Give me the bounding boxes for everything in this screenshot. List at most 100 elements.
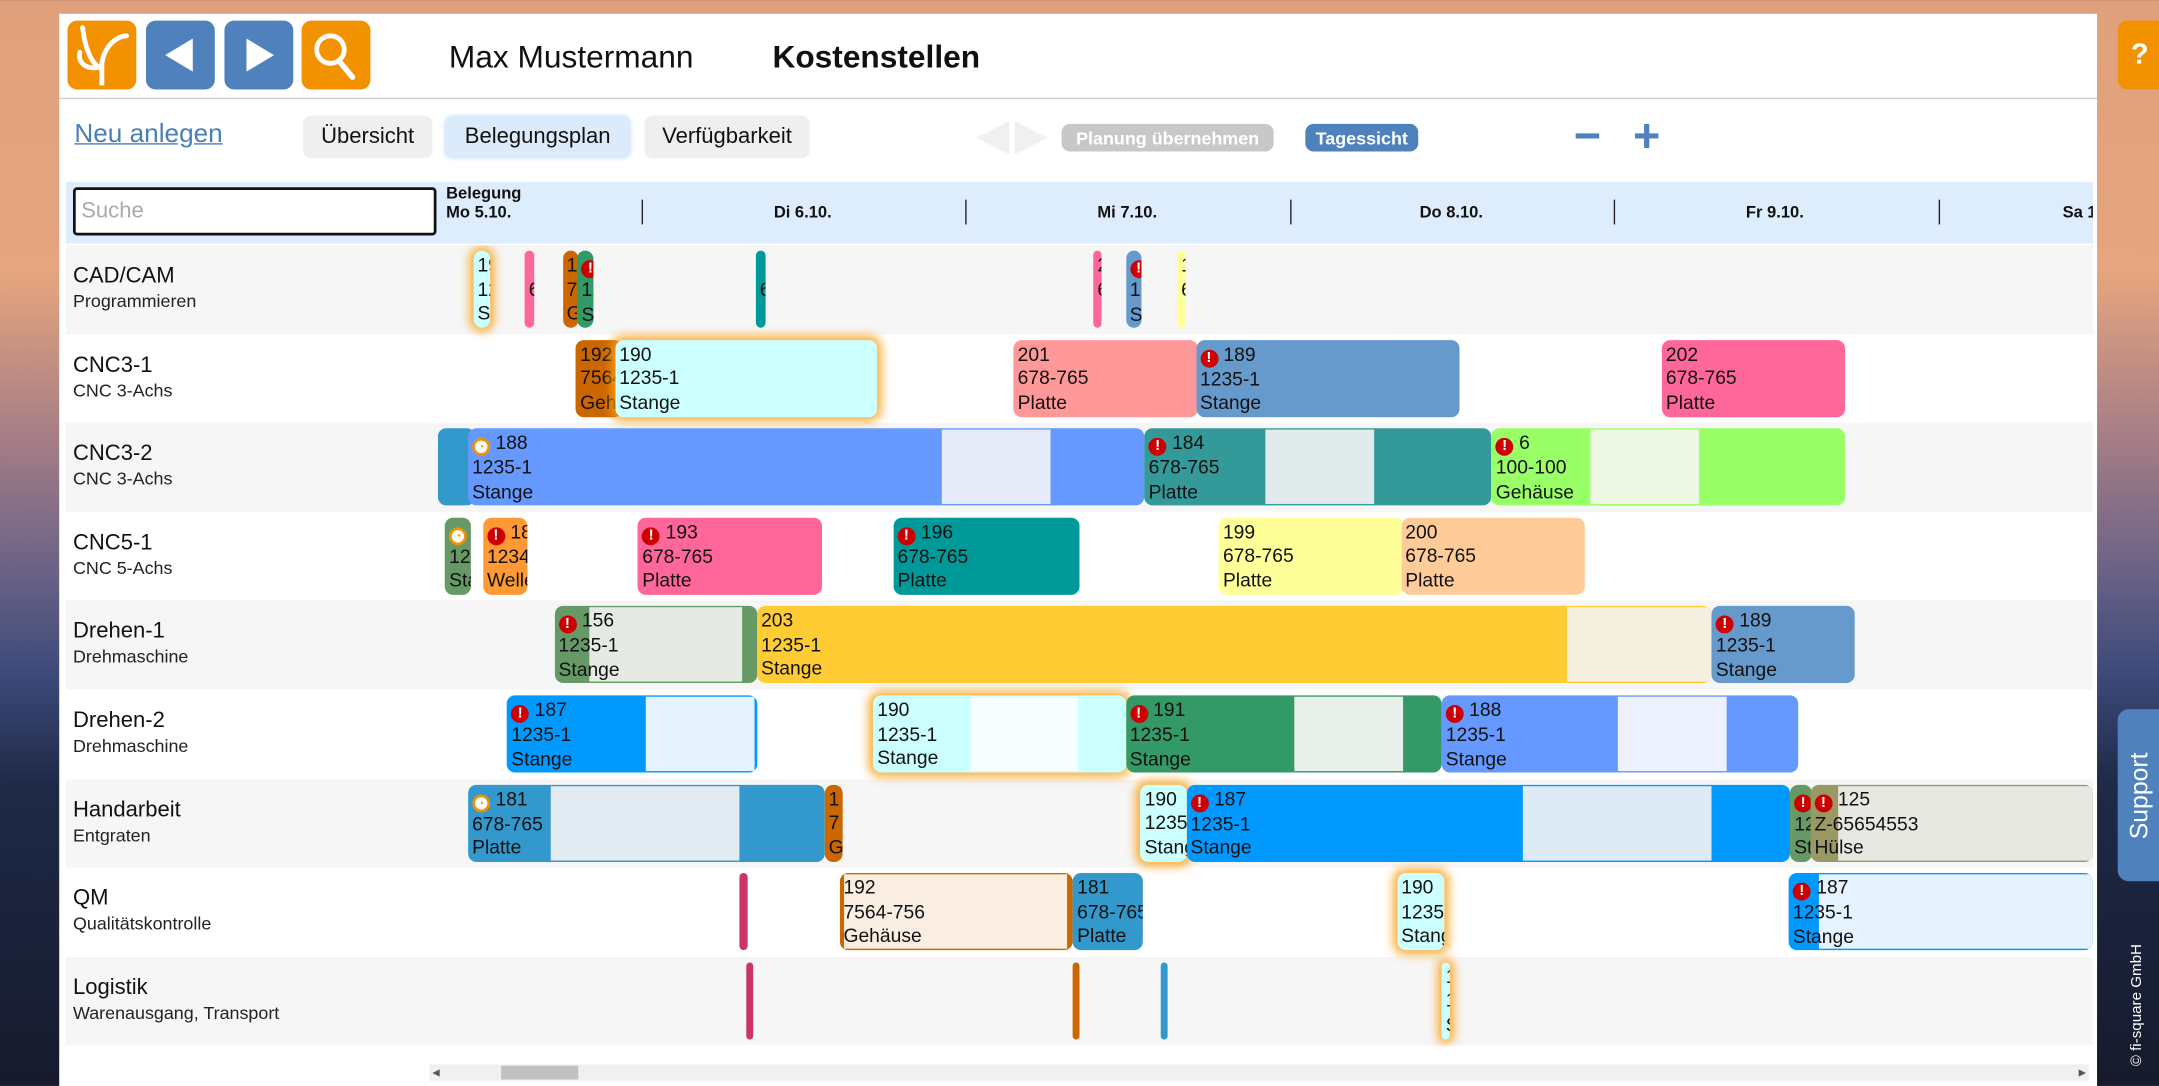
- booking-bar[interactable]: ! 187 1235-1 Stange: [1788, 873, 2093, 951]
- booking-bar[interactable]: ! 6 100-100 Gehäuse: [1491, 428, 1846, 506]
- forward-button[interactable]: [224, 20, 294, 90]
- tab-overview[interactable]: Übersicht: [302, 115, 433, 159]
- order-number: 192: [580, 342, 613, 365]
- booking-bar[interactable]: ◔ 181 678-765 Platte: [467, 784, 825, 862]
- booking-bar[interactable]: ! 193 678-765 Platte: [638, 517, 822, 595]
- new-entry-link[interactable]: Neu anlegen: [74, 119, 223, 149]
- day-divider: [1613, 199, 1616, 225]
- logo-button[interactable]: [67, 20, 137, 90]
- remaining-segment: [646, 696, 755, 772]
- part-number: 6: [760, 277, 765, 299]
- order-number: 203: [761, 609, 794, 632]
- part-number: 1235-1: [619, 366, 680, 389]
- tab-availability[interactable]: Verfügbarkeit: [644, 115, 810, 159]
- part-number: 12: [1794, 811, 1811, 834]
- search-input[interactable]: [72, 187, 437, 236]
- apply-planning-button[interactable]: Planung übernehmen: [1061, 123, 1274, 152]
- zoom-in-button[interactable]: +: [1633, 110, 1661, 163]
- booking-bar[interactable]: 16: [1176, 250, 1186, 328]
- booking-bar[interactable]: ! 156 1235-1 Stange: [554, 606, 757, 684]
- booking-bar[interactable]: 201 678-765 Platte: [1013, 339, 1199, 417]
- booking-bar[interactable]: 26: [1093, 250, 1102, 328]
- part-number: 678-765: [1665, 366, 1737, 389]
- day-label: Fr 9.10.: [1745, 202, 1804, 222]
- booking-bar[interactable]: ◔12Stange: [445, 517, 471, 595]
- order-number: 202: [1665, 342, 1699, 365]
- booking-bar[interactable]: 6: [524, 250, 535, 328]
- booking-bar[interactable]: ! 187 1235-1 Stange: [507, 695, 757, 773]
- support-tab[interactable]: Support: [2117, 709, 2159, 882]
- undo-redo-arrows-icon[interactable]: [975, 120, 1049, 156]
- part-name: Platte: [1405, 568, 1455, 591]
- part-name: Platte: [1665, 390, 1716, 413]
- booking-bar[interactable]: 11S: [1441, 962, 1450, 1040]
- back-button[interactable]: [145, 20, 215, 90]
- part-name: Stange: [558, 658, 620, 681]
- booking-bar[interactable]: [746, 962, 753, 1040]
- booking-bar[interactable]: ◔ 188 1235-1 Stange: [467, 428, 1145, 506]
- booking-bar[interactable]: 17G: [824, 784, 843, 862]
- tab-occupancy-plan[interactable]: Belegungsplan: [444, 115, 631, 159]
- booking-bar[interactable]: ! 184 678-765 Platte: [1144, 428, 1492, 506]
- remaining-segment: [1838, 785, 2093, 861]
- part-number: 7564-756: [580, 366, 622, 389]
- booking-bar[interactable]: [1072, 962, 1080, 1040]
- resource-row: CNC3-1 CNC 3-Achs: [66, 334, 2093, 423]
- search-button[interactable]: [301, 20, 371, 90]
- resource-name: QM: [72, 886, 109, 911]
- part-name: Stange: [761, 657, 823, 680]
- part-name: Stange: [1144, 835, 1187, 858]
- part-number: 678-765: [1148, 456, 1220, 479]
- booking-bar[interactable]: 202 678-765 Platte: [1661, 339, 1846, 417]
- order-number: 199: [1222, 520, 1256, 543]
- booking-bar[interactable]: ! 125 Z-65654553 Hülse: [1810, 784, 2093, 862]
- booking-bar[interactable]: ! 196 678-765 Platte: [893, 517, 1080, 595]
- remaining-segment: [1617, 696, 1727, 772]
- scroll-right-icon[interactable]: ▶: [2078, 1068, 2087, 1079]
- scroll-left-icon[interactable]: ◀: [432, 1068, 440, 1079]
- booking-bar[interactable]: 6: [755, 250, 766, 328]
- order-number: 181: [1077, 875, 1110, 899]
- booking-bar[interactable]: ! 187 1235-1 Stange: [1186, 784, 1791, 862]
- booking-bar[interactable]: [1160, 962, 1168, 1040]
- booking-bar[interactable]: [739, 873, 748, 951]
- help-button[interactable]: ?: [2117, 20, 2159, 90]
- booking-bar[interactable]: ! 188 1235-1 Stange: [1441, 695, 1799, 773]
- scrollbar-thumb[interactable]: [501, 1065, 579, 1080]
- horizontal-scrollbar[interactable]: ◀ ▶: [429, 1064, 2089, 1081]
- user-name: Max Mustermann: [448, 38, 694, 75]
- alert-icon: !: [897, 527, 916, 545]
- resource-name: Drehen-1: [72, 620, 165, 644]
- part-number: 6: [1181, 277, 1185, 299]
- part-number: 12: [449, 544, 471, 568]
- part-number: 1235-1: [1190, 811, 1251, 834]
- part-number: 1235-1: [877, 722, 938, 745]
- booking-bar[interactable]: ! 181234Welle: [482, 517, 528, 595]
- booking-bar[interactable]: 181 678-765 Platte: [1072, 873, 1144, 951]
- booking-bar[interactable]: 203 1235-1 Stange: [756, 606, 1712, 684]
- order-number: 189: [1739, 609, 1772, 632]
- booking-bar[interactable]: 200 678-765 Platte: [1401, 517, 1585, 595]
- part-number: 1235-1: [1129, 722, 1190, 745]
- day-view-button[interactable]: Tagessicht: [1305, 123, 1419, 152]
- day-divider: [1938, 199, 1941, 225]
- part-number: 7564-756: [566, 277, 579, 300]
- zoom-out-button[interactable]: −: [1573, 110, 1602, 163]
- order-number: 190: [1401, 875, 1434, 899]
- arrow-left-icon: [165, 38, 193, 72]
- booking-bar[interactable]: 199 678-765 Platte: [1218, 517, 1404, 595]
